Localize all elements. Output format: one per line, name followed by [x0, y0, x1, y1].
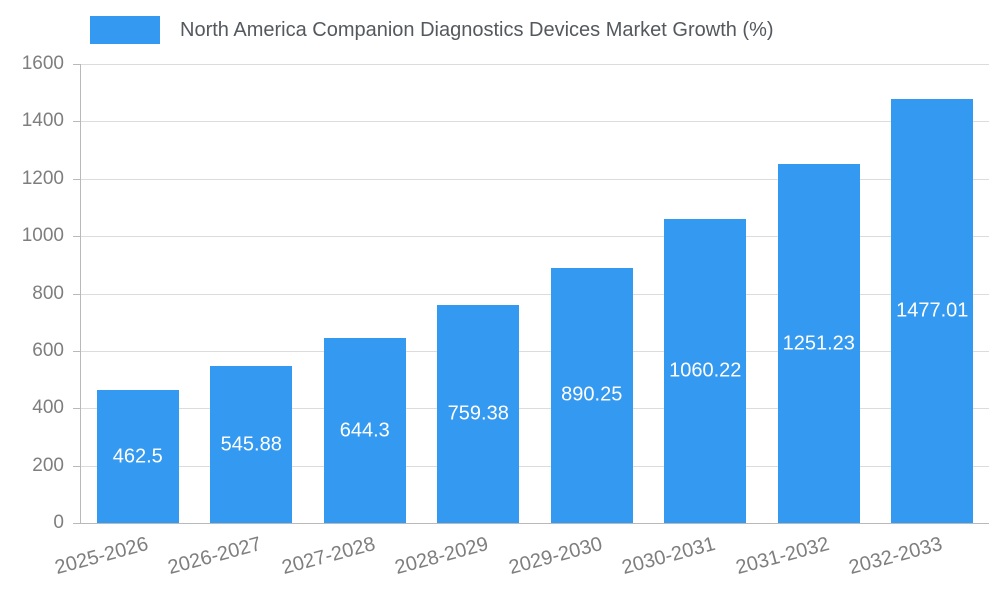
bar-value-label: 1477.01: [896, 299, 969, 322]
bar: [777, 164, 860, 523]
bar: [550, 267, 633, 523]
legend-swatch: [90, 16, 160, 44]
plot-area: 462.5 545.88 644.3 759.38 890.25 1060.22 1251.…: [73, 64, 989, 524]
bar: [96, 390, 179, 523]
gridline: [81, 178, 989, 180]
y-tick-label: 1200: [21, 167, 64, 189]
y-tick-mark: [73, 178, 81, 180]
x-axis-labels: 2025-2026 2026-2027 2027-2028 2028-2029 2029…: [52, 527, 988, 600]
y-tick-mark: [73, 293, 81, 295]
y-tick-mark: [73, 350, 81, 352]
gridline: [81, 350, 989, 352]
gridline: [81, 465, 989, 467]
y-tick-mark: [73, 408, 81, 410]
bar-value-label: 890.25: [561, 383, 623, 406]
gridline: [81, 293, 989, 295]
gridline: [81, 408, 989, 410]
gridline: [81, 236, 989, 238]
y-tick-mark: [73, 121, 81, 123]
bar: [210, 366, 293, 523]
bar-value-label: 759.38: [447, 402, 509, 425]
bar-value-label: 545.88: [220, 433, 282, 456]
y-tick-label: 600: [32, 339, 64, 361]
bar: [437, 305, 520, 523]
y-tick-mark: [73, 64, 81, 65]
bar: [664, 218, 747, 523]
gridline: [81, 64, 989, 65]
bar-value-label: 1060.22: [669, 359, 742, 382]
bar: [323, 338, 406, 523]
legend: North America Companion Diagnostics Devi…: [90, 16, 774, 44]
y-tick-label: 0: [53, 512, 64, 533]
y-tick-label: 1000: [21, 225, 64, 247]
y-tick-label: 400: [32, 397, 64, 419]
gridline: [81, 121, 989, 123]
legend-title: North America Companion Diagnostics Devi…: [180, 18, 774, 41]
bar-value-label: 644.3: [339, 419, 390, 442]
y-tick-label: 800: [32, 282, 64, 304]
y-tick-label: 1400: [21, 110, 64, 132]
bar-value-label: 1251.23: [782, 332, 855, 355]
bar: [891, 99, 974, 523]
y-tick-mark: [73, 523, 81, 524]
y-tick-mark: [73, 465, 81, 467]
y-tick-mark: [73, 236, 81, 238]
bar-value-label: 462.5: [112, 445, 163, 468]
y-tick-label: 200: [32, 454, 64, 476]
y-tick-label: 1600: [21, 53, 64, 74]
y-axis-labels: 0 200 400 600 800 1000 1200 1400 1600: [0, 53, 80, 533]
